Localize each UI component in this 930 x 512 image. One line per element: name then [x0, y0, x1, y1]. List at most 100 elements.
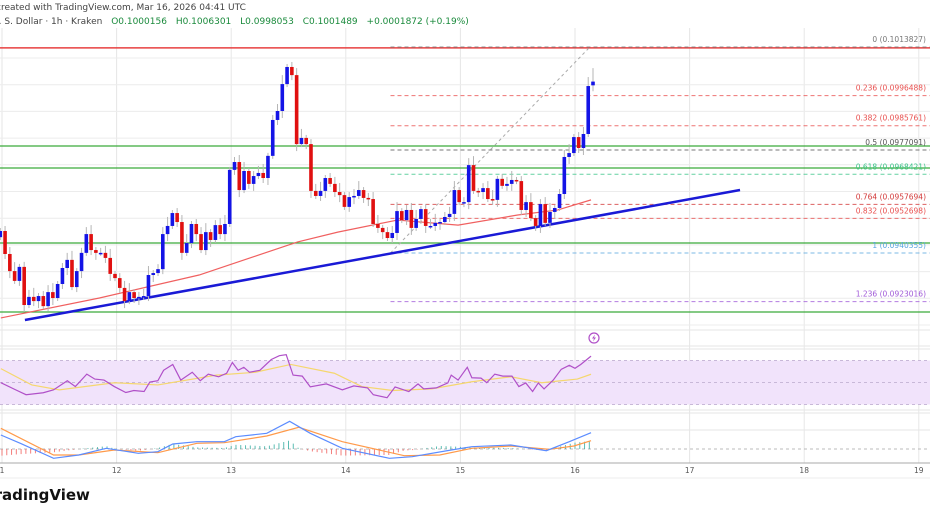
candle-down — [199, 234, 203, 251]
candle-down — [576, 137, 581, 149]
candle-down — [12, 271, 17, 281]
trendline — [24, 188, 741, 322]
candle-up — [572, 137, 576, 154]
candle-up — [161, 234, 165, 270]
fib-level-label: 1.236 (0.0923016) — [856, 290, 926, 299]
candle-down — [247, 170, 251, 184]
change-value: +0.0001872 (+0.19%) — [366, 17, 469, 27]
candle-up — [55, 283, 60, 299]
candle-up — [323, 178, 328, 191]
candle-down — [294, 75, 299, 145]
fib-level-label: 1 (0.0940355) — [872, 241, 926, 250]
candle-up — [586, 86, 591, 134]
candle-down — [94, 250, 98, 253]
time-tick-label: 16 — [570, 466, 580, 475]
lightning-icon[interactable] — [588, 332, 600, 344]
candle-down — [89, 234, 93, 251]
candle-up — [352, 195, 356, 198]
horizontal-levels — [0, 47, 930, 313]
candle-down — [376, 223, 380, 228]
candle-up — [165, 225, 170, 235]
candle-down — [471, 165, 476, 191]
candle-down — [400, 211, 404, 221]
time-tick-label: 18 — [799, 466, 809, 475]
candle-down — [328, 178, 332, 184]
candle-up — [390, 232, 395, 239]
candle-down — [486, 188, 490, 200]
candle-up — [146, 275, 151, 297]
candle-up — [98, 252, 103, 255]
candle-down — [304, 137, 308, 145]
candle-up — [184, 243, 189, 253]
candle-up — [552, 208, 557, 212]
candle-up — [548, 211, 552, 223]
close-value: C0.1001489 — [302, 17, 358, 27]
candle-up — [443, 216, 447, 223]
candle-up — [481, 188, 485, 193]
candle-up — [46, 292, 50, 307]
candle-down — [333, 183, 337, 193]
candle-down — [22, 266, 26, 306]
candle-up — [438, 222, 442, 224]
candle-up — [223, 223, 227, 235]
candle-up — [538, 204, 543, 226]
candle-down — [476, 190, 481, 193]
candle-up — [562, 156, 567, 194]
time-tick-label: 1 — [0, 466, 5, 475]
candle-up — [79, 252, 84, 272]
time-tick-label: 15 — [456, 466, 466, 475]
macd-line — [0, 420, 592, 459]
macd-pane — [0, 420, 930, 459]
high-value: H0.1006301 — [175, 17, 232, 27]
fib-level-label: 0.618 (0.0968421) — [856, 162, 926, 171]
candle-down — [543, 204, 547, 223]
candle-up — [447, 213, 452, 217]
candle-down — [132, 292, 136, 299]
candle-down — [208, 232, 213, 240]
candle-down — [290, 66, 294, 76]
candle-up — [151, 273, 156, 276]
candle-up — [213, 225, 218, 240]
fib-level-label: 0.5 (0.0977091) — [865, 138, 926, 147]
candle-down — [409, 209, 414, 228]
candle-up — [318, 190, 323, 196]
candle-down — [175, 213, 179, 223]
candle-up — [452, 190, 457, 214]
fib-level-label: 0.832 (0.0952698) — [856, 206, 926, 215]
candle-up — [495, 178, 500, 200]
candle-down — [380, 227, 385, 233]
candle-up — [242, 170, 246, 191]
candle-up — [84, 234, 89, 253]
rsi-line — [0, 354, 592, 399]
candle-down — [117, 278, 122, 288]
candle-down — [3, 230, 7, 254]
candle-down — [108, 257, 113, 274]
candles — [0, 61, 595, 313]
candle-down — [457, 190, 461, 203]
candle-up — [462, 202, 466, 204]
candle-up — [356, 190, 361, 196]
fib-level-label: 0.236 (0.0996488) — [856, 84, 926, 93]
time-tick-label: 14 — [341, 466, 351, 475]
candle-down — [366, 197, 371, 200]
candle-up — [509, 179, 514, 184]
candle-down — [237, 162, 242, 191]
rsi-ma-line — [0, 363, 592, 392]
candle-down — [70, 259, 74, 288]
candle-down — [41, 296, 46, 307]
candle-down — [490, 199, 495, 201]
time-tick-label: 12 — [112, 466, 122, 475]
candle-up — [36, 296, 41, 302]
candle-up — [127, 292, 132, 302]
time-tick-label: 17 — [685, 466, 695, 475]
open-value: O0.1000156 — [111, 17, 167, 27]
candle-up — [266, 155, 270, 179]
candle-down — [519, 181, 524, 210]
candle-up — [60, 268, 65, 284]
candle-up — [270, 119, 275, 156]
candle-up — [156, 269, 160, 274]
macd-signal-line — [0, 426, 592, 457]
candle-down — [122, 287, 127, 302]
candle-up — [466, 165, 471, 203]
